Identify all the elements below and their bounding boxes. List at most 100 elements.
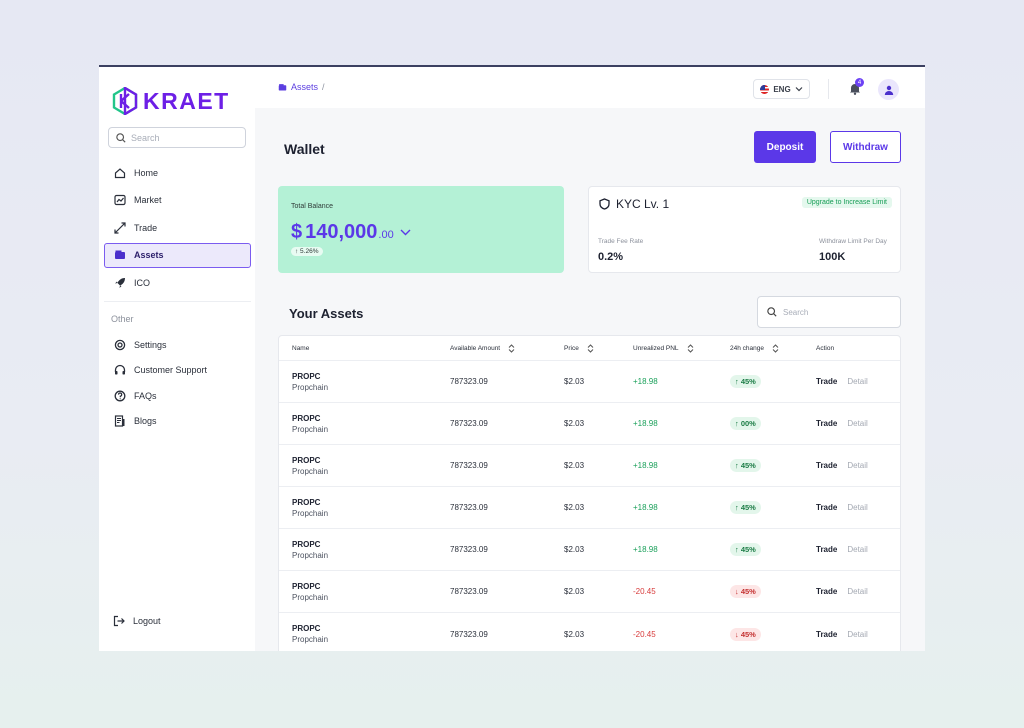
available-amount: 787323.09	[450, 629, 488, 639]
change-badge: ↑ 45%	[730, 375, 761, 388]
chevron-down-icon[interactable]	[400, 229, 411, 236]
table-row[interactable]: PROPC Propchain 787323.09 $2.03 +18.98 ↑ 45% T…	[279, 361, 900, 403]
detail-button[interactable]: Detail	[847, 545, 868, 554]
detail-button[interactable]: Detail	[847, 587, 868, 596]
total-balance-card: Total Balance $ 140,000 .00 ↑ 5.26%	[278, 186, 564, 273]
trade-button[interactable]: Trade	[816, 419, 838, 428]
sort-icon[interactable]	[687, 343, 694, 353]
asset-price: $2.03	[564, 545, 585, 554]
balance-amount: 140,000	[305, 221, 378, 243]
blog-icon	[114, 415, 126, 427]
detail-button[interactable]: Detail	[847, 419, 868, 428]
sidebar-item-label: Home	[134, 167, 159, 178]
trade-button[interactable]: Trade	[816, 545, 838, 554]
unrealized-pnl: +18.98	[633, 503, 658, 512]
sidebar-item-label: Market	[134, 195, 162, 205]
available-amount: 787323.09	[450, 587, 488, 596]
asset-name-cell: PROPC Propchain	[279, 372, 450, 392]
change-cell: ↑ 45%	[730, 375, 816, 388]
change-badge: ↑ 45%	[730, 543, 761, 556]
table-row[interactable]: PROPC Propchain 787323.09 $2.03 +18.98 ↑ 45% T…	[279, 529, 900, 571]
asset-full-name: Propchain	[292, 424, 329, 434]
asset-symbol: PROPC	[292, 497, 321, 507]
asset-price: $2.03	[564, 461, 585, 470]
trade-button[interactable]: Trade	[816, 377, 838, 386]
sidebar-item-trade[interactable]: Trade	[104, 215, 251, 240]
action-cell: Trade Detail	[816, 545, 900, 554]
asset-symbol: PROPC	[292, 624, 321, 633]
column-header-amount[interactable]: Available Amount	[450, 343, 564, 353]
sidebar-item-customer-support[interactable]: Customer Support	[104, 358, 251, 383]
logout-button[interactable]: Logout	[113, 615, 161, 627]
table-body: PROPC Propchain 787323.09 $2.03 +18.98 ↑ 45% T…	[279, 361, 900, 651]
sidebar-item-faqs[interactable]: FAQs	[104, 383, 251, 408]
total-balance-value: $ 140,000 .00	[291, 221, 411, 244]
deposit-button[interactable]: Deposit	[754, 131, 816, 163]
column-header-change[interactable]: 24h change	[730, 343, 816, 353]
balance-change-badge: ↑ 5.26%	[291, 247, 323, 256]
search-icon	[116, 132, 126, 143]
trade-fee-label: Trade Fee Rate	[598, 238, 644, 245]
table-row[interactable]: PROPC Propchain 787323.09 $2.03 +18.98 ↑ 45% T…	[279, 445, 900, 487]
sidebar-item-settings[interactable]: Settings	[104, 332, 251, 357]
trade-button[interactable]: Trade	[816, 629, 838, 639]
table-row[interactable]: PROPC Propchain 787323.09 $2.03 -20.45 ↓ 45% T…	[279, 571, 900, 613]
withdraw-button[interactable]: Withdraw	[830, 131, 901, 163]
detail-button[interactable]: Detail	[847, 503, 868, 512]
sidebar-item-home[interactable]: Home	[104, 160, 251, 185]
breadcrumb-separator: /	[322, 82, 325, 92]
language-selector[interactable]: ENG	[753, 79, 810, 99]
withdraw-limit-label: Withdraw Limit Per Day	[819, 238, 887, 245]
change-badge: ↑ 45%	[730, 459, 761, 472]
available-amount: 787323.09	[450, 461, 488, 470]
trade-button[interactable]: Trade	[816, 461, 838, 470]
change-cell: ↓ 45%	[730, 585, 816, 598]
asset-symbol: PROPC	[292, 455, 321, 465]
breadcrumb-assets-link[interactable]: Assets	[291, 82, 319, 92]
column-header-name: Name	[292, 344, 310, 352]
detail-button[interactable]: Detail	[847, 629, 868, 639]
logout-label: Logout	[133, 616, 161, 626]
column-header-price[interactable]: Price	[564, 343, 633, 353]
detail-button[interactable]: Detail	[847, 377, 868, 386]
us-flag-icon	[760, 84, 770, 94]
sidebar-item-market[interactable]: Market	[104, 188, 251, 213]
notifications-button[interactable]: 4	[849, 78, 864, 100]
asset-name-cell: PROPC Propchain	[279, 540, 450, 560]
asset-symbol: PROPC	[292, 539, 321, 549]
sort-icon[interactable]	[587, 343, 594, 353]
asset-symbol: PROPC	[292, 413, 321, 423]
available-amount: 787323.09	[450, 377, 488, 386]
upgrade-limit-link[interactable]: Upgrade to Increase Limit	[801, 197, 892, 208]
sidebar-item-assets[interactable]: Assets	[104, 242, 251, 268]
sidebar-item-blogs[interactable]: Blogs	[104, 409, 251, 434]
detail-button[interactable]: Detail	[847, 461, 868, 470]
table-row[interactable]: PROPC Propchain 787323.09 $2.03 +18.98 ↑ 45% T…	[279, 487, 900, 529]
avatar[interactable]	[878, 79, 899, 100]
kyc-title: KYC Lv. 1	[599, 197, 669, 211]
table-row[interactable]: PROPC Propchain 787323.09 $2.03 +18.98 ↑ 00% T…	[279, 403, 900, 445]
asset-price: $2.03	[564, 419, 585, 428]
column-header-pnl[interactable]: Unrealized PNL	[633, 343, 730, 353]
trade-button[interactable]: Trade	[816, 587, 838, 596]
trade-button[interactable]: Trade	[816, 503, 838, 512]
asset-price: $2.03	[564, 503, 585, 512]
asset-full-name: Propchain	[292, 592, 329, 602]
action-cell: Trade Detail	[816, 630, 900, 639]
app-window: KRAET Search Home Market Trade Assets	[99, 65, 925, 651]
sort-icon[interactable]	[508, 343, 515, 353]
sort-icon[interactable]	[772, 343, 779, 353]
action-cell: Trade Detail	[816, 377, 900, 386]
assets-section-title: Your Assets	[289, 306, 364, 321]
table-row[interactable]: PROPC Propchain 787323.09 $2.03 -20.45 ↓ 45% T…	[279, 613, 900, 651]
main-content: Assets / ENG 4 Wallet Deposit Withdraw T…	[255, 67, 925, 651]
logo[interactable]: KRAET	[112, 87, 230, 115]
currency-symbol: $	[291, 221, 303, 243]
change-cell: ↑ 45%	[730, 501, 816, 514]
sidebar-item-label: Trade	[134, 222, 158, 233]
language-label: ENG	[773, 84, 791, 94]
asset-price: $2.03	[564, 587, 585, 596]
sidebar-search-input[interactable]: Search	[108, 127, 246, 148]
sidebar-item-ico[interactable]: ICO	[104, 270, 251, 295]
assets-search-input[interactable]: Search	[757, 296, 901, 328]
